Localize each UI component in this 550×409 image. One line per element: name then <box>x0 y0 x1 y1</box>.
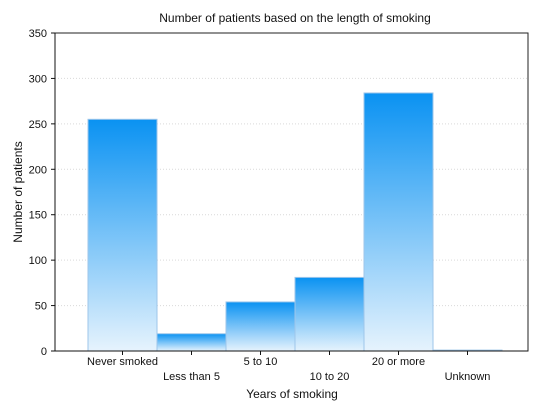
y-tick-label: 350 <box>29 28 47 40</box>
bar <box>156 333 227 352</box>
bar <box>294 276 365 352</box>
y-axis-label: Number of patients <box>11 141 25 242</box>
bar <box>363 92 434 352</box>
x-tick-label: 5 to 10 <box>244 356 278 368</box>
y-tick-label: 250 <box>29 119 47 131</box>
y-tick-label: 300 <box>29 73 47 85</box>
y-ticks: 0 50 100 150 200 250 300 350 <box>29 28 55 358</box>
y-tick-label: 0 <box>41 346 47 358</box>
bar <box>87 118 158 352</box>
chart-title: Number of patients based on the length o… <box>159 11 431 25</box>
x-axis-label: Years of smoking <box>246 387 338 401</box>
y-tick-label: 200 <box>29 164 47 176</box>
x-tick-label: Unknown <box>445 371 491 383</box>
x-tick-label: 10 to 20 <box>310 371 350 383</box>
bar <box>225 301 296 352</box>
x-ticks: Never smoked Less than 5 5 to 10 10 to 20 20… <box>87 351 490 383</box>
y-tick-label: 150 <box>29 210 47 222</box>
y-tick-label: 50 <box>35 301 47 313</box>
y-tick-label: 100 <box>29 255 47 267</box>
x-tick-label: 20 or more <box>372 356 425 368</box>
x-tick-label: Never smoked <box>87 356 158 368</box>
x-tick-label: Less than 5 <box>163 371 220 383</box>
bars <box>87 92 503 352</box>
